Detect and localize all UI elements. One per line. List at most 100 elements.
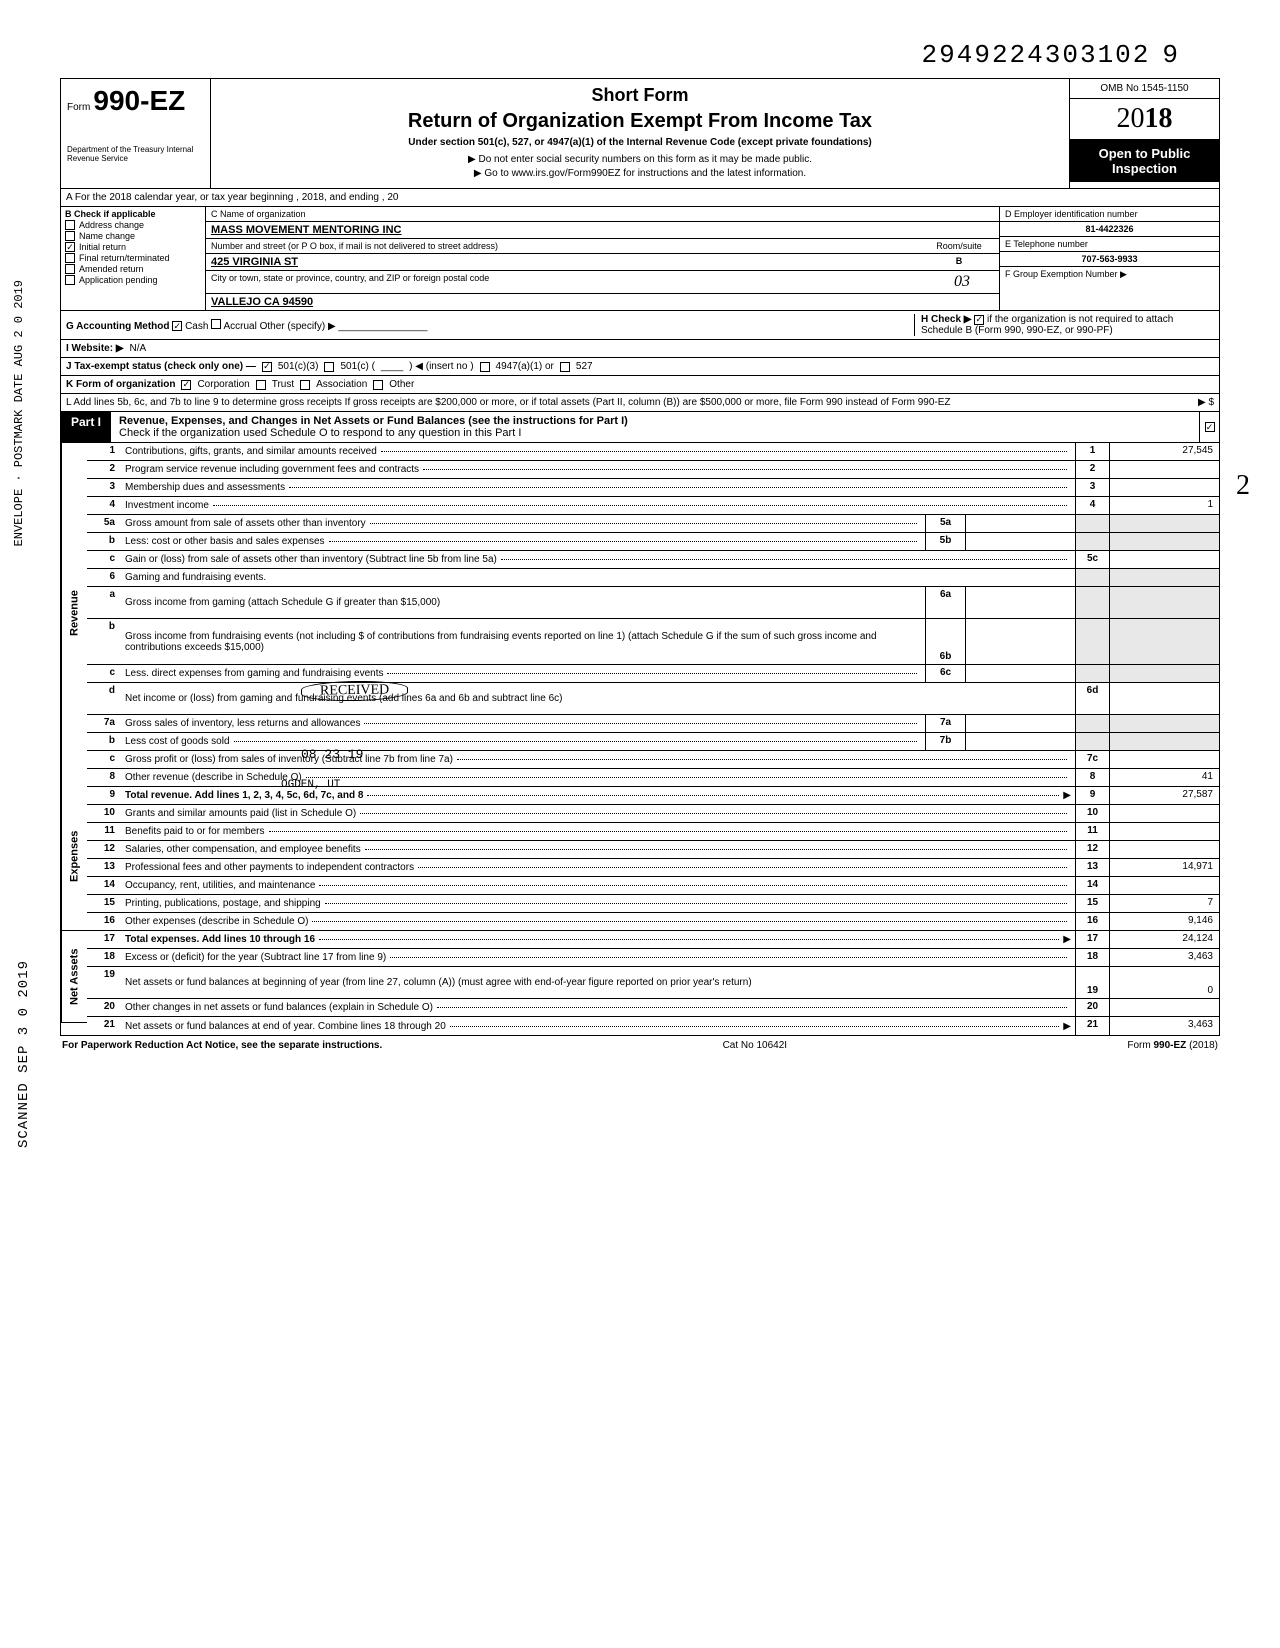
line-7a-desc: Gross sales of inventory, less returns a…	[125, 718, 360, 729]
line-4-val: 1	[1109, 497, 1219, 514]
room-value: B	[924, 256, 994, 268]
form-header: Form 990-EZ Department of the Treasury I…	[60, 78, 1220, 189]
line-j: J Tax-exempt status (check only one) — ✓…	[60, 358, 1220, 376]
e-label: E Telephone number	[1000, 237, 1219, 252]
line-6c-desc: Less. direct expenses from gaming and fu…	[125, 668, 383, 679]
revenue-tab: Revenue	[61, 443, 87, 783]
line-9-val: 27,587	[1109, 787, 1219, 804]
org-city: VALLEJO CA 94590	[211, 296, 313, 308]
line-17-val: 24,124	[1109, 931, 1219, 948]
line-l: L Add lines 5b, 6c, and 7b to line 9 to …	[60, 394, 1220, 412]
line-k: K Form of organization ✓ Corporation Tru…	[60, 376, 1220, 394]
phone-value: 707-563-9933	[1000, 252, 1219, 267]
other-checkbox[interactable]	[373, 380, 383, 390]
line-5c-val	[1109, 551, 1219, 568]
line-6-desc: Gaming and fundraising events.	[125, 572, 266, 583]
part-1-tab: Part I	[61, 412, 111, 442]
line-7b-val	[965, 733, 1075, 750]
line-7a-val	[965, 715, 1075, 732]
page-footer: For Paperwork Reduction Act Notice, see …	[60, 1036, 1220, 1055]
line-12-val	[1109, 841, 1219, 858]
line-16-desc: Other expenses (describe in Schedule O)	[125, 916, 308, 927]
short-form-label: Short Form	[221, 85, 1059, 106]
handwritten-03: 03	[954, 273, 994, 291]
4947-checkbox[interactable]	[480, 362, 490, 372]
section-b-checks: B Check if applicable Address change Nam…	[61, 207, 206, 310]
line-12-desc: Salaries, other compensation, and employ…	[125, 844, 361, 855]
line-i: I Website: ▶ N/A	[60, 340, 1220, 358]
line-6d-desc: Net income or (loss) from gaming and fun…	[125, 693, 562, 704]
line-20-val	[1109, 999, 1219, 1016]
line-6b-val	[965, 619, 1075, 664]
c-street-label: Number and street (or P O box, if mail i…	[211, 241, 924, 251]
527-checkbox[interactable]	[560, 362, 570, 372]
check-pending[interactable]: Application pending	[65, 275, 201, 285]
line-8-val: 41	[1109, 769, 1219, 786]
check-amended[interactable]: Amended return	[65, 264, 201, 274]
line-6a-val	[965, 587, 1075, 618]
line-10-desc: Grants and similar amounts paid (list in…	[125, 808, 356, 819]
line-14-val	[1109, 877, 1219, 894]
accrual-checkbox[interactable]	[211, 319, 221, 329]
line-5b-desc: Less: cost or other basis and sales expe…	[125, 536, 325, 547]
check-name-change[interactable]: Name change	[65, 231, 201, 241]
line-14-desc: Occupancy, rent, utilities, and maintena…	[125, 880, 315, 891]
line-1-val: 27,545	[1109, 443, 1219, 460]
line-13-desc: Professional fees and other payments to …	[125, 862, 414, 873]
501c-checkbox[interactable]	[324, 362, 334, 372]
line-5c-desc: Gain or (loss) from sale of assets other…	[125, 554, 497, 565]
check-final-return[interactable]: Final return/terminated	[65, 253, 201, 263]
assoc-checkbox[interactable]	[300, 380, 310, 390]
scanned-stamp: SCANNED SEP 3 0 2019	[16, 960, 32, 1148]
line-1-desc: Contributions, gifts, grants, and simila…	[125, 446, 377, 457]
tax-year: 2018	[1070, 99, 1219, 140]
line-10-val	[1109, 805, 1219, 822]
line-g-h: G Accounting Method ✓ Cash Accrual Other…	[60, 311, 1220, 340]
corp-checkbox[interactable]: ✓	[181, 380, 191, 390]
form-number: 990-EZ	[93, 85, 185, 116]
line-2-val	[1109, 461, 1219, 478]
line-6a-desc: Gross income from gaming (attach Schedul…	[125, 597, 440, 608]
note-url: ▶ Go to www.irs.gov/Form990EZ for instru…	[221, 168, 1059, 179]
handwritten-2: 2	[1236, 470, 1250, 502]
cash-checkbox[interactable]: ✓	[172, 321, 182, 331]
footer-mid: Cat No 10642I	[723, 1040, 788, 1051]
part-1-header: Part I Revenue, Expenses, and Changes in…	[60, 412, 1220, 443]
form-title: Return of Organization Exempt From Incom…	[221, 110, 1059, 133]
check-initial-return[interactable]: ✓Initial return	[65, 242, 201, 252]
org-name: MASS MOVEMENT MENTORING INC	[211, 224, 401, 236]
line-5b-val	[965, 533, 1075, 550]
line-6b-desc: Gross income from fundraising events (no…	[125, 631, 921, 653]
c-city-label: City or town, state or province, country…	[211, 273, 954, 291]
part-1-check-line: Check if the organization used Schedule …	[119, 427, 521, 439]
h-checkbox[interactable]: ✓	[974, 315, 984, 325]
line-6d-val	[1109, 683, 1219, 714]
org-street: 425 VIRGINIA ST	[211, 256, 924, 268]
line-16-val: 9,146	[1109, 913, 1219, 930]
line-11-val	[1109, 823, 1219, 840]
part-1-table: Revenue Expenses Net Assets 1Contributio…	[60, 443, 1220, 1036]
note-ssn: ▶ Do not enter social security numbers o…	[221, 154, 1059, 165]
line-3-desc: Membership dues and assessments	[125, 482, 285, 493]
c-name-label: C Name of organization	[211, 209, 994, 219]
check-address-change[interactable]: Address change	[65, 220, 201, 230]
trust-checkbox[interactable]	[256, 380, 266, 390]
postmark-stamp: ENVELOPE · POSTMARK DATE AUG 2 0 2019	[12, 280, 26, 546]
part1-schedule-o-checkbox[interactable]: ✓	[1205, 422, 1215, 432]
line-18-val: 3,463	[1109, 949, 1219, 966]
netassets-tab: Net Assets	[61, 931, 87, 1023]
line-8-desc: Other revenue (describe in Schedule O)	[125, 772, 302, 783]
line-7b-desc: Less cost of goods sold	[125, 736, 230, 747]
501c3-checkbox[interactable]: ✓	[262, 362, 272, 372]
section-b-label: B Check if applicable	[65, 209, 201, 219]
part-1-title: Revenue, Expenses, and Changes in Net As…	[119, 415, 628, 427]
line-3-val	[1109, 479, 1219, 496]
line-15-desc: Printing, publications, postage, and shi…	[125, 898, 321, 909]
footer-left: For Paperwork Reduction Act Notice, see …	[62, 1040, 382, 1051]
dept-label: Department of the Treasury Internal Reve…	[67, 145, 204, 163]
line-15-val: 7	[1109, 895, 1219, 912]
line-5a-val	[965, 515, 1075, 532]
line-a: A For the 2018 calendar year, or tax yea…	[60, 189, 1220, 207]
line-7c-val	[1109, 751, 1219, 768]
footer-right: Form 990-EZ (2018)	[1127, 1040, 1218, 1051]
